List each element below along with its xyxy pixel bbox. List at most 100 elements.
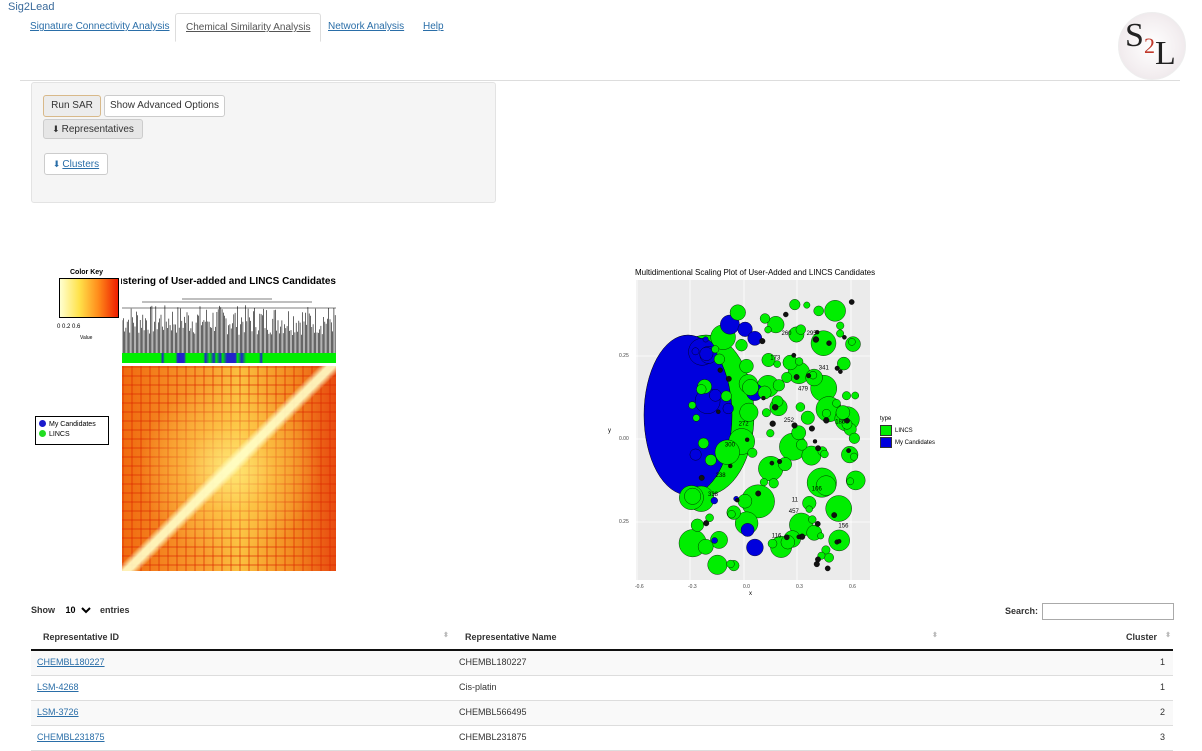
point-label: 106 bbox=[812, 487, 823, 493]
bubble bbox=[815, 445, 822, 452]
download-representatives-button[interactable]: ⬇ Representatives bbox=[43, 119, 143, 139]
bubble bbox=[772, 379, 785, 392]
entries-select[interactable]: 10 bbox=[61, 604, 94, 616]
app-title: Sig2Lead bbox=[8, 1, 55, 13]
bubble bbox=[826, 340, 832, 346]
bubble bbox=[761, 353, 776, 367]
bubble bbox=[834, 365, 840, 371]
bubble bbox=[817, 532, 825, 540]
tab-chemical-similarity[interactable]: Chemical Similarity Analysis bbox=[175, 13, 322, 42]
point-label: 173 bbox=[770, 356, 781, 362]
point-label: 457 bbox=[789, 509, 800, 515]
bubble bbox=[805, 505, 813, 513]
mds-legend-item-my-candidates: My Candidates bbox=[880, 437, 935, 449]
show-advanced-options-button[interactable]: Show Advanced Options bbox=[104, 95, 225, 117]
bubble bbox=[747, 331, 763, 346]
bubble bbox=[709, 389, 722, 402]
bubble bbox=[783, 311, 789, 318]
color-key-value-label: Value bbox=[80, 335, 93, 341]
bubble bbox=[781, 372, 793, 383]
blue-swatch-icon bbox=[880, 437, 892, 448]
bubble bbox=[783, 534, 790, 541]
bubble bbox=[803, 301, 811, 309]
bubble bbox=[698, 474, 705, 481]
bubble bbox=[735, 497, 740, 503]
table-row: LSM-4268 Cis-platin 1 bbox=[31, 676, 1173, 701]
bubble bbox=[761, 395, 766, 401]
mds-plot-panel: 260 338 238 272 252 295 341 106 116 457 156 479 186 1… bbox=[636, 280, 870, 580]
representative-id-link[interactable]: CHEMBL180227 bbox=[37, 657, 105, 667]
sort-icon[interactable]: ⬍ bbox=[932, 632, 938, 639]
bubble bbox=[714, 439, 740, 465]
bubble bbox=[684, 487, 701, 505]
representative-name-cell: Cis-platin bbox=[459, 682, 497, 692]
legend-item-lincs: LINCS bbox=[39, 430, 70, 439]
search-input[interactable] bbox=[1042, 603, 1175, 620]
bubble bbox=[707, 554, 728, 575]
bubble bbox=[759, 338, 766, 345]
bubble bbox=[773, 360, 781, 368]
bubble bbox=[759, 313, 771, 324]
run-sar-button[interactable]: Run SAR bbox=[43, 95, 101, 117]
bubble bbox=[791, 352, 797, 358]
cluster-cell: 1 bbox=[1159, 682, 1165, 692]
bubble bbox=[769, 460, 775, 466]
representative-id-link[interactable]: LSM-4268 bbox=[37, 682, 79, 692]
bubble bbox=[713, 353, 725, 365]
tab-help[interactable]: Help bbox=[423, 21, 444, 32]
bubble bbox=[851, 391, 859, 400]
mds-legend-item-lincs: LINCS bbox=[880, 425, 935, 437]
bubble bbox=[837, 356, 851, 371]
bubble bbox=[735, 339, 748, 352]
sort-icon[interactable]: ⬍ bbox=[1165, 632, 1171, 639]
mds-ylabel: y bbox=[608, 428, 611, 434]
bubble bbox=[796, 439, 808, 451]
bubble bbox=[702, 336, 709, 343]
column-header-representative-id[interactable]: Representative ID bbox=[43, 632, 120, 642]
bubble bbox=[831, 512, 838, 519]
mds-legend: type LINCS My Candidates bbox=[880, 413, 935, 449]
bubble bbox=[836, 329, 845, 338]
bubble bbox=[814, 330, 820, 335]
bubble bbox=[739, 358, 754, 374]
bubble bbox=[813, 305, 824, 317]
bubble bbox=[844, 417, 850, 424]
bubble bbox=[688, 401, 697, 410]
point-label: 11 bbox=[792, 497, 799, 503]
bubble bbox=[761, 408, 771, 418]
bubble bbox=[697, 538, 714, 555]
bubble bbox=[711, 345, 720, 354]
bubble bbox=[846, 477, 854, 486]
representative-id-link[interactable]: CHEMBL231875 bbox=[37, 732, 105, 742]
tab-network-analysis[interactable]: Network Analysis bbox=[328, 21, 405, 32]
tab-signature-connectivity[interactable]: Signature Connectivity Analysis bbox=[30, 21, 170, 32]
bubble bbox=[742, 379, 759, 396]
tab-bar: Signature Connectivity Analysis Chemical… bbox=[20, 13, 1180, 81]
entries-length-control: Show 10 entries bbox=[31, 604, 130, 616]
bubble bbox=[832, 399, 841, 408]
column-header-representative-name[interactable]: Representative Name bbox=[465, 632, 557, 642]
green-dot-icon bbox=[39, 430, 46, 437]
representatives-table: Representative ID ⬍ Representative Name … bbox=[31, 625, 1173, 751]
search-label: Search: bbox=[1005, 605, 1039, 616]
point-label: 338 bbox=[708, 492, 719, 498]
bubble bbox=[793, 374, 800, 380]
bubble bbox=[850, 452, 858, 461]
representative-id-link[interactable]: LSM-3726 bbox=[37, 707, 79, 717]
bubble bbox=[766, 429, 775, 438]
column-header-cluster[interactable]: Cluster bbox=[1125, 632, 1157, 642]
bubble bbox=[815, 556, 821, 563]
blue-dot-icon bbox=[39, 420, 46, 427]
bubble bbox=[824, 300, 846, 322]
bubble bbox=[767, 316, 785, 334]
sort-icon[interactable]: ⬍ bbox=[443, 632, 449, 639]
logo-letter-s: S bbox=[1125, 17, 1144, 54]
bubble bbox=[737, 321, 753, 337]
download-clusters-button[interactable]: ⬇ Clusters bbox=[44, 153, 108, 175]
bubble bbox=[791, 425, 806, 440]
bubble bbox=[711, 537, 718, 544]
clusters-label: Clusters bbox=[62, 159, 100, 170]
bubble bbox=[842, 335, 847, 340]
table-row: CHEMBL231875 CHEMBL231875 3 bbox=[31, 726, 1173, 751]
bubble bbox=[846, 448, 852, 454]
